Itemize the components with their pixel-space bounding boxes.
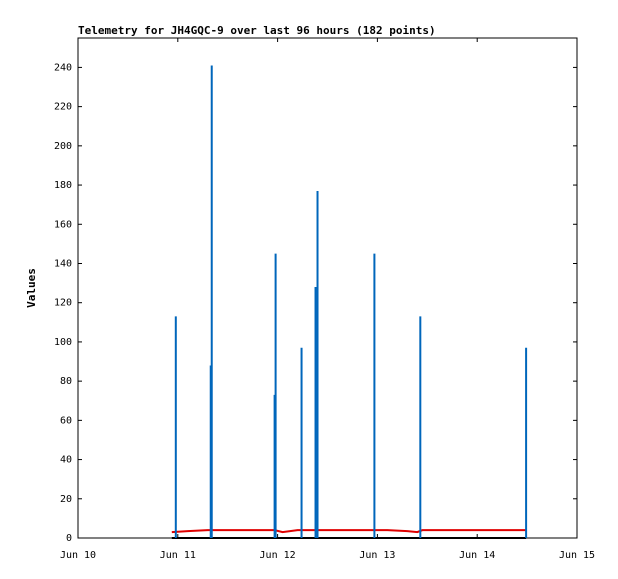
x-tick-label: Jun 13 — [359, 550, 395, 561]
y-tick-label: 120 — [54, 298, 72, 309]
y-tick-label: 180 — [54, 180, 72, 191]
x-tick-label: Jun 14 — [459, 550, 495, 561]
plot-frame — [77, 37, 578, 539]
y-tick-label: 200 — [54, 141, 72, 152]
x-tick-label: Jun 12 — [260, 550, 296, 561]
y-tick-label: 220 — [54, 102, 72, 113]
y-tick-label: 140 — [54, 258, 72, 269]
y-tick-label: 100 — [54, 337, 72, 348]
y-tick-label: 160 — [54, 219, 72, 230]
y-tick-label: 20 — [60, 494, 72, 505]
y-tick-label: 80 — [60, 376, 72, 387]
y-tick-label: 40 — [60, 455, 72, 466]
chart-title: Telemetry for JH4GQC-9 over last 96 hour… — [78, 24, 436, 37]
y-tick-label: 240 — [54, 62, 72, 73]
y-tick-label: 0 — [66, 533, 72, 544]
x-tick-label: Jun 10 — [60, 550, 96, 561]
x-tick-label: Jun 15 — [559, 550, 595, 561]
y-axis-label: Values — [25, 268, 38, 308]
x-tick-label: Jun 11 — [160, 550, 196, 561]
y-tick-label: 60 — [60, 415, 72, 426]
data-line — [171, 529, 527, 534]
